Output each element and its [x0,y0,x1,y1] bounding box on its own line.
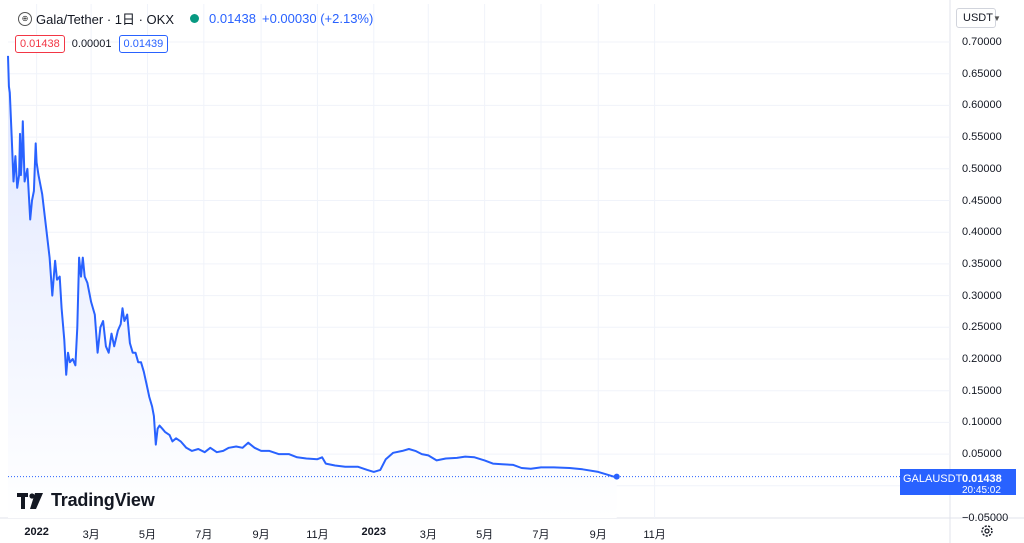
x-tick-label: 5月 [138,529,157,541]
x-tick-label: 2022 [24,526,49,538]
y-tick-label: 0.05000 [962,448,1002,461]
y-tick-label: 0.70000 [962,36,1002,48]
y-tick-label: 0.65000 [962,67,1002,80]
y-tick-label: 0.20000 [962,353,1002,365]
spread-value: 0.00001 [71,38,112,50]
y-tick-label: 0.15000 [962,384,1002,397]
x-tick-label: 7月 [532,529,550,541]
bar-countdown: 20:45:02 [962,484,1001,496]
gala-coin-icon[interactable]: ⊕ [18,11,32,26]
y-tick-label: 0.45000 [962,194,1002,207]
x-tick-label: 11月 [306,529,329,541]
y-tick-label: −0.05000 [962,511,1009,524]
symbol-header: ⊕ Gala/Tether · 1日 · OKX 0.01438 +0.0003… [6,9,373,28]
gear-icon[interactable] [980,524,994,538]
sell-button[interactable]: 0.01438 [15,35,65,53]
last-price-point [613,473,620,480]
x-tick-label: 9月 [589,529,607,541]
price-label-value: 0.01438 [962,472,1002,485]
chevron-down-icon: ▼ [992,13,1001,23]
y-tick-label: 0.35000 [962,257,1002,270]
price-label-symbol: GALAUSDT [903,472,963,485]
buy-button[interactable]: 0.01439 [118,35,169,53]
y-tick-label: 0.40000 [962,226,1002,239]
y-tick-label: 0.55000 [962,131,1002,144]
x-tick-label: 3月 [82,529,100,541]
price-area-fill [8,55,617,519]
x-tick-label: 3月 [419,529,437,541]
y-tick-label: 0.10000 [962,416,1002,429]
symbol-title[interactable]: Gala/Tether · 1日 · OKX [36,12,174,27]
x-tick-label: 2023 [361,526,387,538]
bid-ask-bar: 0.01438 0.00001 0.01439 [15,35,169,53]
last-price: 0.01438 [209,11,256,26]
y-tick-label: 0.25000 [962,321,1002,334]
logo-text: TradingView [51,490,155,510]
x-tick-label: 9月 [252,529,270,541]
market-open-dot-icon [190,14,199,23]
y-tick-label: 0.30000 [962,289,1002,302]
tradingview-logo[interactable]: TradingView [17,490,155,511]
currency-button[interactable]: USDT ▼ [956,8,1001,28]
currency-label: USDT [963,12,993,24]
x-tick-label: 11月 [643,529,666,541]
x-tick-label: 5月 [476,529,494,541]
price-change: +0.00030 (+2.13%) [262,11,374,26]
last-price-label: GALAUSDT 0.01438 20:45:02 [900,468,1016,496]
price-series-line[interactable] [7,55,617,478]
x-tick-label: 7月 [195,529,213,541]
y-tick-label: 0.60000 [962,99,1002,112]
y-tick-label: 0.50000 [962,162,1002,175]
tradingview-logo-icon [17,492,43,509]
